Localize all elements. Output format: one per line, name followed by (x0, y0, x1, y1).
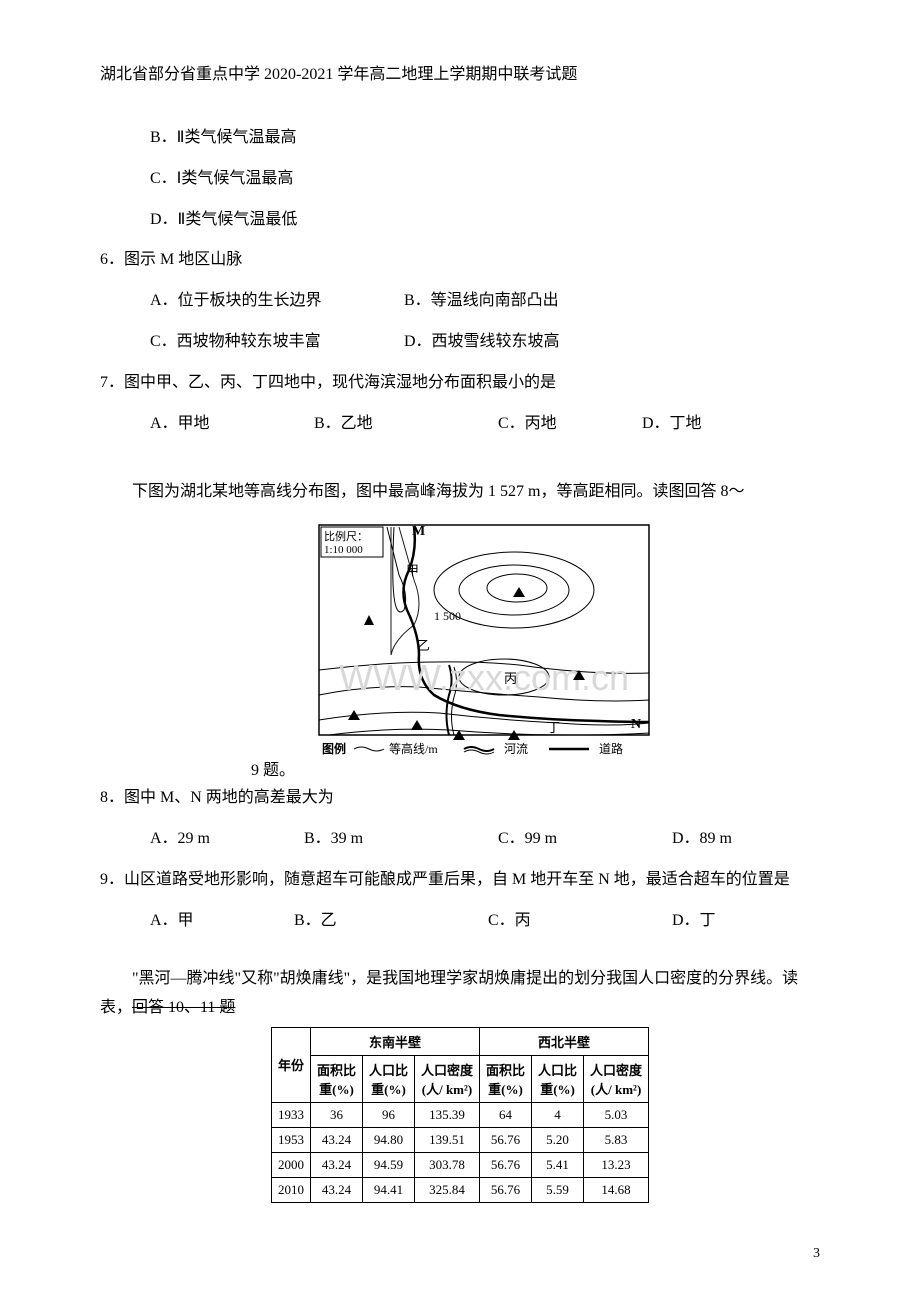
q5-option-d: D．Ⅱ类气候气温最低 (150, 206, 820, 235)
scale-label: 比例尺： (324, 529, 368, 543)
legend-title: 图例 (322, 741, 346, 756)
th-sub: 面积比重(%) (310, 1055, 362, 1102)
table-cell: 43.24 (310, 1152, 362, 1177)
q7-option-a: A．甲地 (150, 410, 310, 439)
page-number: 3 (813, 1246, 820, 1262)
q6-stem: 6．图示 M 地区山脉 (100, 246, 820, 275)
page-header: 湖北省部分省重点中学 2020-2021 学年高二地理上学期期中联考试题 (100, 60, 820, 84)
table-cell: 94.41 (362, 1177, 414, 1202)
th-sub: 人口密度(人/ km²) (414, 1055, 479, 1102)
table-cell: 94.59 (362, 1152, 414, 1177)
contour-figure: 9 题。 比例尺： 1:10 000 WWW.zxx.com.cn M 甲 乙 … (100, 515, 820, 780)
table-cell: 56.76 (480, 1127, 532, 1152)
table-cell: 1953 (271, 1127, 310, 1152)
table-row: 201043.2494.41325.8456.765.5914.68 (271, 1177, 648, 1202)
q6-option-d: D．西坡雪线较东坡高 (404, 328, 560, 357)
q6-options-row2: C．西坡物种较东坡丰富 D．西坡雪线较东坡高 (150, 328, 820, 357)
table-cell: 43.24 (310, 1177, 362, 1202)
label-yi: 乙 (417, 638, 430, 653)
q7-option-b: B．乙地 (314, 410, 494, 439)
table-body: 19333696135.396445.03195343.2494.80139.5… (271, 1102, 648, 1202)
table-cell: 94.80 (362, 1127, 414, 1152)
table-cell: 13.23 (584, 1152, 649, 1177)
intro-8-9: 下图为湖北某地等高线分布图，图中最高峰海拔为 1 527 m，等高距相同。读图回… (100, 478, 820, 507)
population-table-container: 年份 东南半壁 西北半壁 面积比重(%)人口比重(%)人口密度(人/ km²)面… (100, 1027, 820, 1203)
th-sub: 人口密度(人/ km²) (584, 1055, 649, 1102)
contour-map-svg: 比例尺： 1:10 000 WWW.zxx.com.cn M 甲 乙 丙 丁 N… (299, 515, 669, 775)
table-subheader: 面积比重(%)人口比重(%)人口密度(人/ km²)面积比重(%)人口比重(%)… (271, 1055, 648, 1102)
q8-option-d: D．89 m (672, 825, 732, 854)
label-jia: 甲 (406, 563, 419, 578)
table-cell: 43.24 (310, 1127, 362, 1152)
th-southeast: 东南半壁 (310, 1027, 479, 1055)
q9-options: A．甲 B．乙 C．丙 D．丁 (150, 907, 820, 936)
table-cell: 5.03 (584, 1102, 649, 1127)
table-cell: 64 (480, 1102, 532, 1127)
q5-option-b: B．Ⅱ类气候气温最高 (150, 124, 820, 153)
table-cell: 14.68 (584, 1177, 649, 1202)
q5-option-c: C．Ⅰ类气候气温最高 (150, 165, 820, 194)
q7-option-d: D．丁地 (642, 410, 702, 439)
scale-value: 1:10 000 (324, 544, 363, 556)
table-cell: 5.20 (532, 1127, 584, 1152)
q9-option-c: C．丙 (488, 907, 668, 936)
table-cell: 4 (532, 1102, 584, 1127)
q9-option-a: A．甲 (150, 907, 290, 936)
table-cell: 2000 (271, 1152, 310, 1177)
legend-river: 河流 (504, 742, 528, 756)
contour-1500: 1 500 (434, 609, 461, 623)
table-cell: 56.76 (480, 1152, 532, 1177)
q8-option-a: A．29 m (150, 825, 300, 854)
table-cell: 5.83 (584, 1127, 649, 1152)
table-cell: 5.41 (532, 1152, 584, 1177)
th-sub: 人口比重(%) (362, 1055, 414, 1102)
label-bing: 丙 (504, 671, 517, 686)
table-cell: 325.84 (414, 1177, 479, 1202)
label-N: N (631, 717, 641, 732)
q6-option-c: C．西坡物种较东坡丰富 (150, 328, 400, 357)
q8-options: A．29 m B．39 m C．99 m D．89 m (150, 825, 820, 854)
table-cell: 135.39 (414, 1102, 479, 1127)
table-cell: 56.76 (480, 1177, 532, 1202)
q6-options-row1: A．位于板块的生长边界 B．等温线向南部凸出 (150, 287, 820, 316)
table-row: 19333696135.396445.03 (271, 1102, 648, 1127)
th-year: 年份 (271, 1027, 310, 1102)
label-M: M (412, 524, 425, 539)
table-cell: 139.51 (414, 1127, 479, 1152)
table-row: 195343.2494.80139.5156.765.205.83 (271, 1127, 648, 1152)
q8-option-c: C．99 m (498, 825, 668, 854)
q9-option-b: B．乙 (294, 907, 484, 936)
q7-option-c: C．丙地 (498, 410, 638, 439)
q8-stem: 8．图中 M、N 两地的高差最大为 (100, 784, 820, 813)
q8-option-b: B．39 m (304, 825, 494, 854)
intro-10-11: "黑河—腾冲线"又称"胡焕庸线"，是我国地理学家胡焕庸提出的划分我国人口密度的分… (100, 965, 820, 1023)
table-cell: 96 (362, 1102, 414, 1127)
table-cell: 303.78 (414, 1152, 479, 1177)
q7-options: A．甲地 B．乙地 C．丙地 D．丁地 (150, 410, 820, 439)
table-row: 200043.2494.59303.7856.765.4113.23 (271, 1152, 648, 1177)
population-table: 年份 东南半壁 西北半壁 面积比重(%)人口比重(%)人口密度(人/ km²)面… (271, 1027, 649, 1203)
intro-8-9-post: 9 题。 (251, 756, 295, 780)
legend-road: 道路 (599, 741, 623, 756)
th-northwest: 西北半壁 (480, 1027, 649, 1055)
q6-option-b: B．等温线向南部凸出 (404, 287, 559, 316)
label-ding: 丁 (547, 720, 560, 735)
answer-label: 回答 10、11 题 (132, 999, 235, 1016)
table-cell: 36 (310, 1102, 362, 1127)
table-cell: 5.59 (532, 1177, 584, 1202)
table-cell: 2010 (271, 1177, 310, 1202)
legend-contour: 等高线/m (389, 741, 438, 756)
watermark-text: WWW.zxx.com.cn (339, 657, 629, 698)
q7-stem: 7．图中甲、乙、丙、丁四地中，现代海滨湿地分布面积最小的是 (100, 369, 820, 398)
q9-stem: 9．山区道路受地形影响，随意超车可能酿成严重后果，自 M 地开车至 N 地，最适… (100, 866, 820, 895)
th-sub: 面积比重(%) (480, 1055, 532, 1102)
th-sub: 人口比重(%) (532, 1055, 584, 1102)
q6-option-a: A．位于板块的生长边界 (150, 287, 400, 316)
table-cell: 1933 (271, 1102, 310, 1127)
q9-option-d: D．丁 (672, 907, 716, 936)
